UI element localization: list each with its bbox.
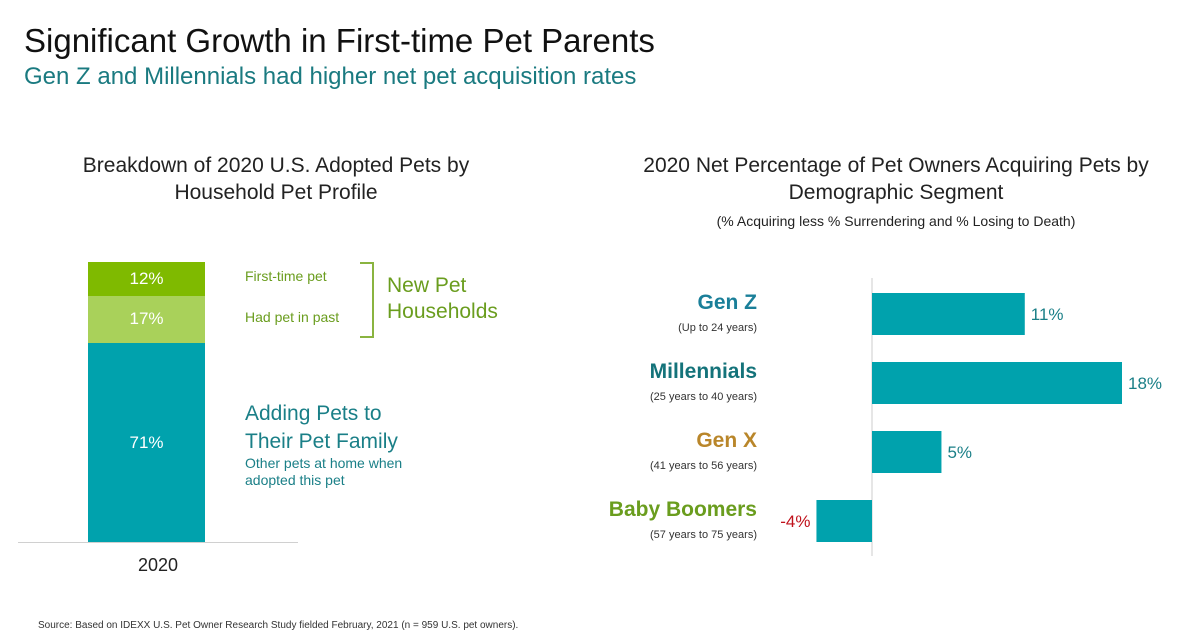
category-label-baby-boomers: Baby Boomers [609, 498, 757, 521]
new-pet-line2: Households [387, 300, 498, 323]
page-title: Significant Growth in First-time Pet Par… [24, 22, 655, 59]
segment-first-time-pet: 12% [88, 262, 205, 296]
segment-had-pet-in-past: 17% [88, 295, 205, 344]
left-axis-line [18, 542, 298, 543]
bar-millennials [872, 362, 1122, 404]
bar-gen-x [872, 431, 942, 473]
adding-pets-label: Adding Pets to Their Pet Family [245, 400, 465, 456]
value-label-gen-x: 5% [947, 443, 972, 462]
category-label-millennials: Millennials [650, 360, 757, 383]
category-sublabel-millennials: (25 years to 40 years) [650, 391, 757, 403]
adding-sub-line2: adopted this pet [245, 472, 345, 488]
value-label-millennials: 18% [1128, 374, 1162, 393]
source-note: Source: Based on IDEXX U.S. Pet Owner Re… [38, 620, 519, 631]
bar-gen-z [872, 293, 1025, 335]
right-chart-note: (% Acquiring less % Surrendering and % L… [716, 213, 1076, 229]
category-sublabel-baby-boomers: (57 years to 75 years) [650, 529, 757, 541]
adding-sub-line1: Other pets at home when [245, 455, 403, 471]
category-sublabel-gen-z: (Up to 24 years) [678, 322, 757, 334]
page-subtitle: Gen Z and Millennials had higher net pet… [24, 63, 637, 90]
had-pet-in-past-label: Had pet in past [245, 309, 340, 325]
segment-first-time-pet-value: 12% [129, 268, 164, 288]
category-label-gen-z: Gen Z [697, 291, 757, 314]
right-chart-title: 2020 Net Percentage of Pet Owners Acquir… [600, 152, 1192, 206]
adding-line1: Adding Pets to [245, 402, 382, 425]
category-label-gen-x: Gen X [696, 429, 757, 452]
value-label-baby-boomers: -4% [780, 512, 810, 531]
right-chart-title-line2: Demographic Segment [788, 181, 1004, 204]
segment-adding-pets-value: 71% [129, 432, 164, 452]
adding-pets-sublabel: Other pets at home when adopted this pet [245, 455, 445, 489]
bracket [360, 262, 374, 338]
value-label-gen-z: 11% [1031, 305, 1064, 324]
segment-adding-pets: 71% [88, 343, 205, 542]
segment-had-pet-in-past-value: 17% [129, 309, 164, 329]
left-chart-title-line1: Breakdown of 2020 U.S. Adopted Pets by [82, 154, 470, 177]
bar-baby-boomers [816, 500, 872, 542]
adding-line2: Their Pet Family [245, 430, 398, 453]
year-label: 2020 [137, 555, 179, 575]
new-pet-line1: New Pet [387, 274, 467, 297]
first-time-pet-label: First-time pet [245, 268, 327, 284]
left-chart-title: Breakdown of 2020 U.S. Adopted Pets by H… [40, 152, 512, 206]
category-sublabel-gen-x: (41 years to 56 years) [650, 460, 757, 472]
left-chart-title-line2: Household Pet Profile [174, 181, 378, 204]
new-pet-households-label: New Pet Households [387, 273, 527, 325]
right-chart-title-line1: 2020 Net Percentage of Pet Owners Acquir… [643, 154, 1149, 177]
